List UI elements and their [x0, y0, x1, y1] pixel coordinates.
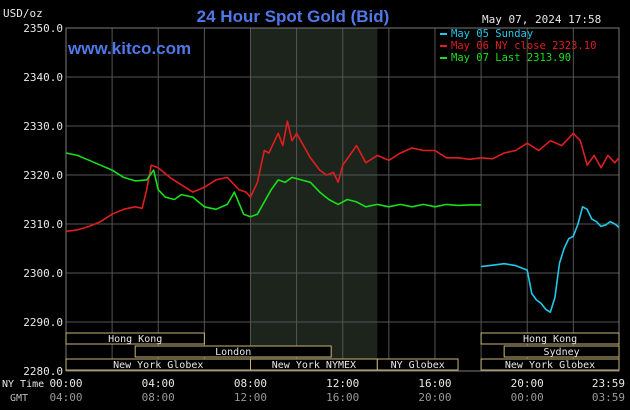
- y-tick-label: 2290.0: [23, 316, 63, 329]
- x-tick-label-gmt: 03:59: [592, 391, 625, 404]
- session-label: London: [215, 347, 251, 358]
- y-tick-label: 2320.0: [23, 169, 63, 182]
- y-tick-label: 2330.0: [23, 120, 63, 133]
- session-box: [480, 358, 620, 371]
- nymex-session-highlight: [250, 28, 378, 371]
- session-box: [65, 332, 205, 345]
- session-label: New York Globex: [505, 360, 595, 371]
- y-tick-label: 2280.0: [23, 365, 63, 378]
- x-tick-label-ny: 23:59: [592, 377, 625, 390]
- x-tick-label-ny: 12:00: [326, 377, 359, 390]
- x-tick-label-ny: 16:00: [418, 377, 451, 390]
- series-line-1: [481, 206, 620, 313]
- session-box: [376, 358, 459, 371]
- series-line-2: [65, 120, 620, 233]
- session-box: [134, 345, 332, 358]
- session-label: New York Globex: [113, 360, 203, 371]
- session-label: Sydney: [544, 347, 580, 358]
- legend-entry: May 06 NY close 2323.10: [451, 40, 596, 52]
- y-tick-labels: 2350.0 2340.0 2330.0 2320.0 2310.0 2300.0 2290…: [23, 22, 63, 378]
- x-tick-label-gmt: 04:00: [49, 391, 82, 404]
- x-tick-label-ny: 20:00: [511, 377, 544, 390]
- legend-entry: May 07 Last 2313.90: [451, 52, 571, 64]
- legend-entry: May 05 Sunday: [451, 28, 533, 40]
- x-tick-label-ny: 08:00: [234, 377, 267, 390]
- ny-time-row-label: NY Time: [2, 379, 44, 390]
- x-tick-label-gmt: 16:00: [326, 391, 359, 404]
- x-tick-labels: 00:0004:0004:0008:0008:0012:0012:0016:00…: [49, 377, 625, 404]
- chart-title: 24 Hour Spot Gold (Bid): [197, 7, 390, 26]
- x-tick-label-gmt: 00:00: [511, 391, 544, 404]
- session-label: NY Globex: [391, 360, 445, 371]
- y-tick-label: 2340.0: [23, 71, 63, 84]
- series-lines: [65, 120, 620, 313]
- session-label: Hong Kong: [523, 334, 577, 345]
- x-tick-label-ny: 00:00: [49, 377, 82, 390]
- series-line-3: [65, 152, 482, 218]
- session-box: [503, 345, 620, 358]
- x-tick-label-ny: 04:00: [142, 377, 175, 390]
- gmt-row-label: GMT: [10, 393, 28, 404]
- y-tick-label: 2310.0: [23, 218, 63, 231]
- y-axis-label: USD/oz: [3, 7, 43, 20]
- session-label: New York NYMEX: [272, 360, 356, 371]
- session-box: [480, 332, 620, 345]
- y-tick-label: 2300.0: [23, 267, 63, 280]
- plot-frame: [65, 27, 620, 372]
- session-label: Hong Kong: [108, 334, 162, 345]
- market-sessions: Hong Kong Hong Kong London Sydney New York G…: [65, 332, 620, 371]
- x-tick-label-gmt: 20:00: [418, 391, 451, 404]
- x-tick-label-gmt: 08:00: [142, 391, 175, 404]
- x-tick-label-gmt: 12:00: [234, 391, 267, 404]
- timestamp: May 07, 2024 17:58: [482, 13, 601, 26]
- site-logo: www.kitco.com: [67, 39, 191, 58]
- y-tick-label: 2350.0: [23, 22, 63, 35]
